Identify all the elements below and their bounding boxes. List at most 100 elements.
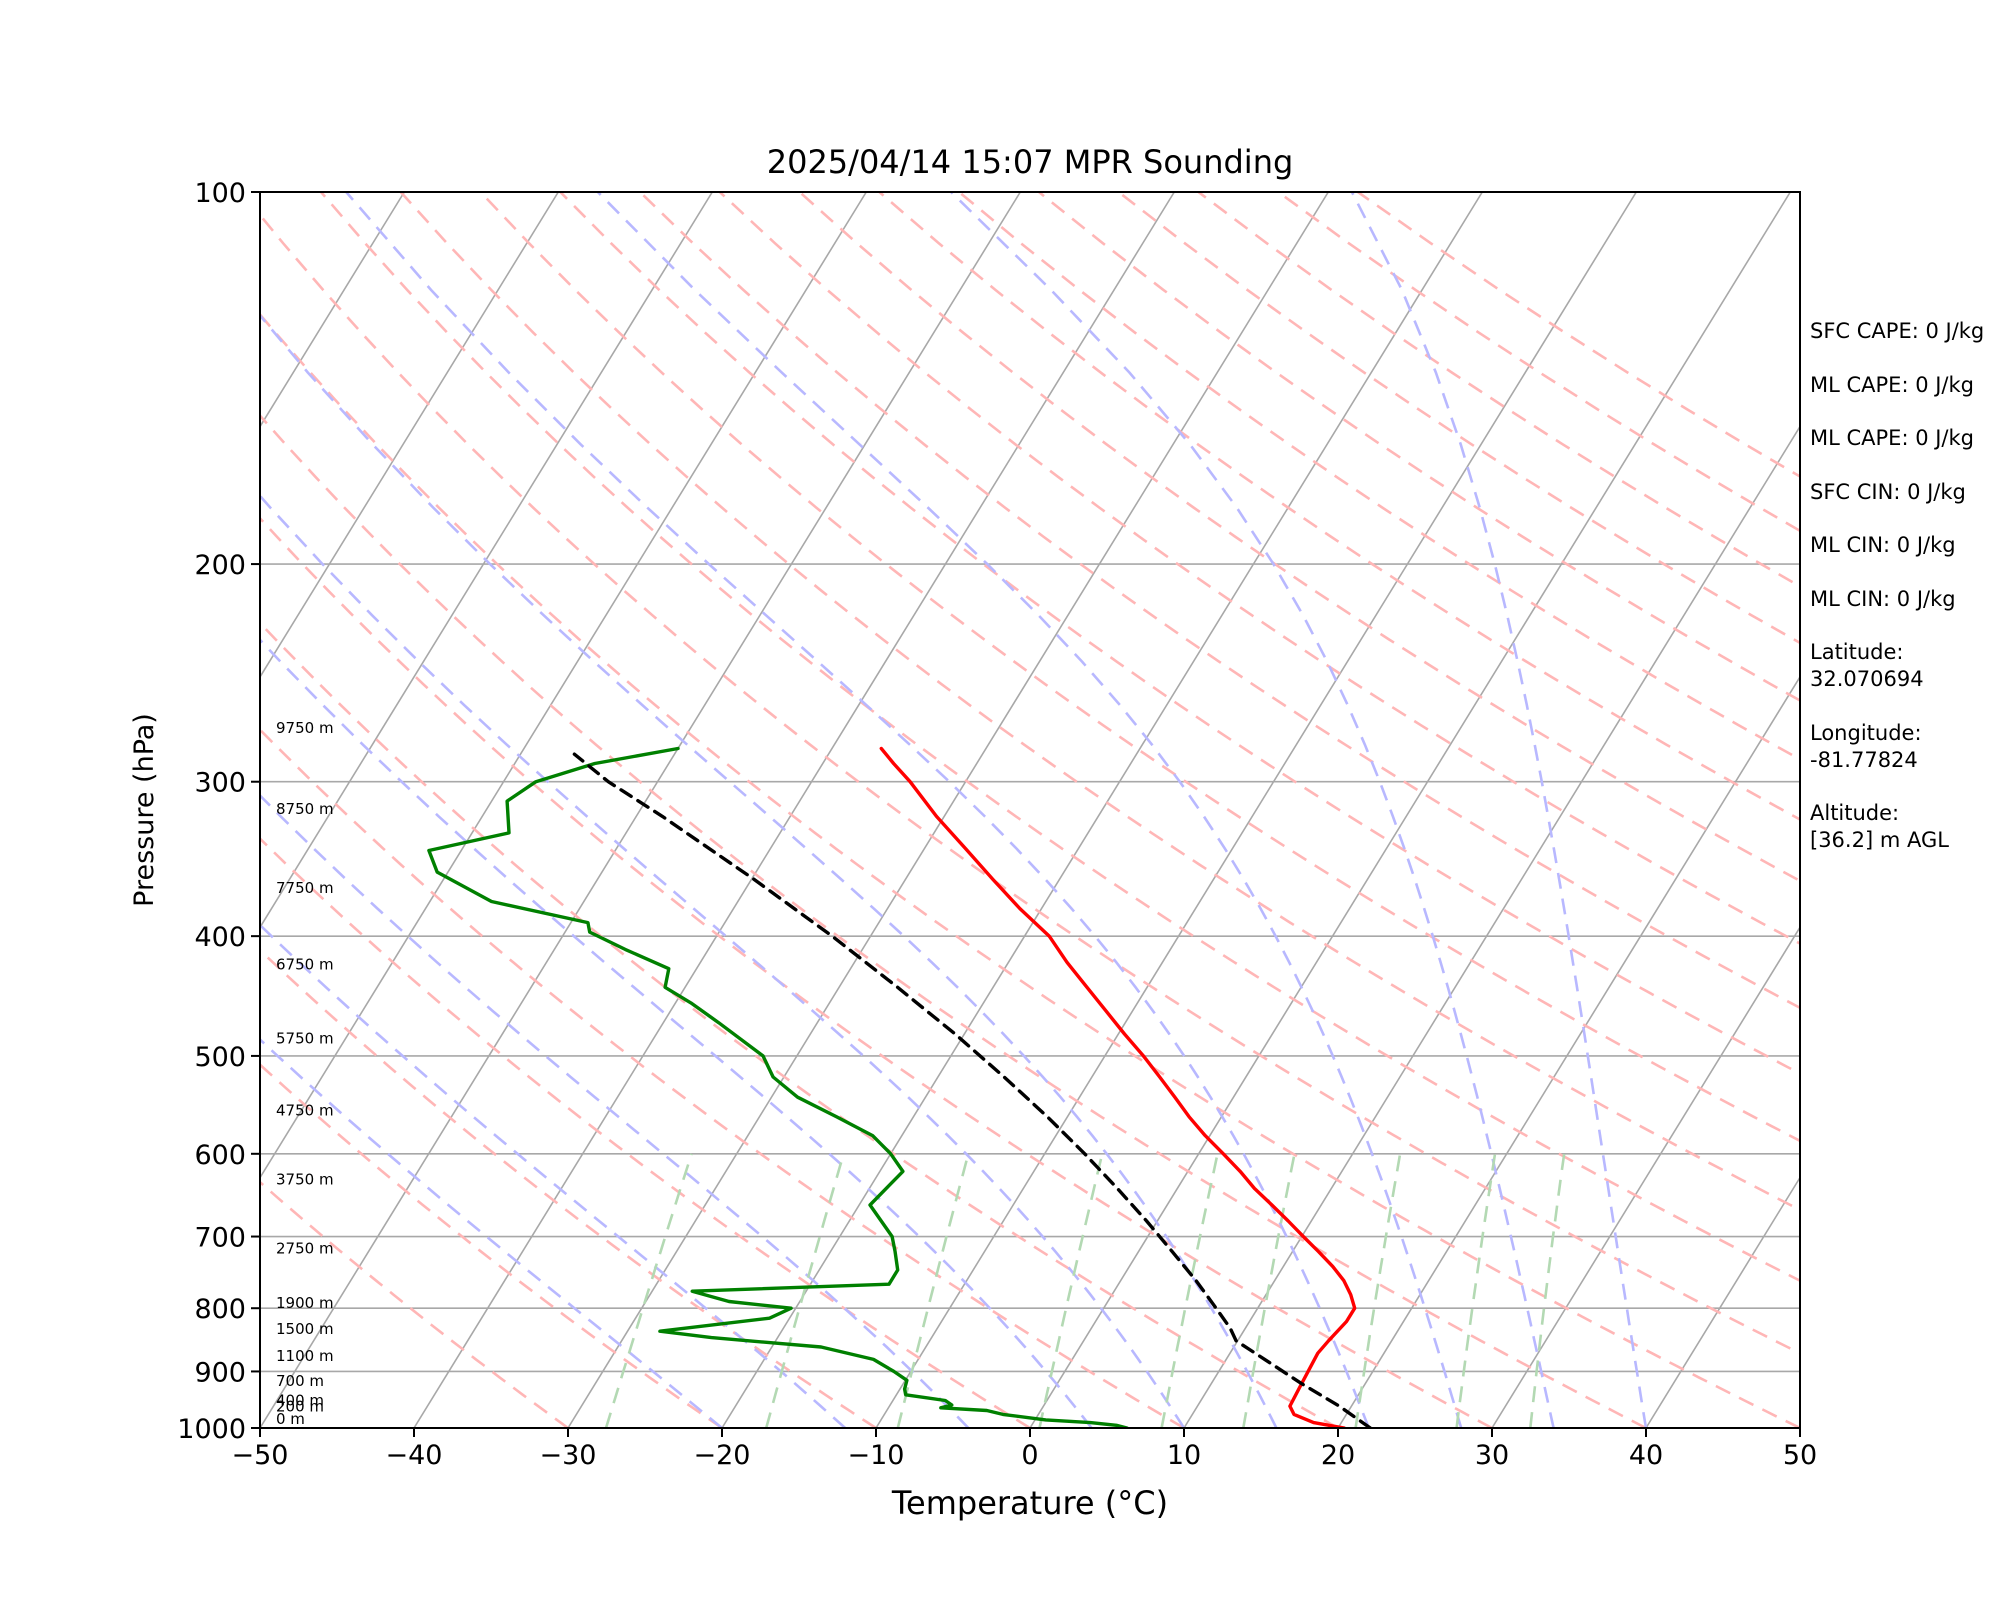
- index-ml-cape: ML CAPE: 0 J/kg: [1810, 372, 1975, 397]
- isotherm-line: [1491, 925, 1800, 1428]
- x-tick-label: −50: [232, 1440, 289, 1471]
- x-axis: −50 −40 −30 −20 −10 0 10 20 30 40 50: [232, 1428, 1817, 1471]
- y-tick-label: 1000: [177, 1414, 246, 1445]
- height-label: 3750 m: [276, 1170, 334, 1188]
- height-label: 700 m: [276, 1372, 324, 1390]
- dry-adiabat: [260, 312, 1800, 1428]
- mixing-ratio-line: [1242, 1153, 1296, 1428]
- latitude-value: 32.070694: [1810, 667, 1924, 691]
- moist-adiabat: [950, 192, 1555, 1428]
- mixing-ratio-line: [764, 1153, 845, 1428]
- moist-adiabat: [260, 637, 1093, 1428]
- temperature-profile: [879, 746, 1357, 1428]
- isotherm-line: [260, 192, 713, 929]
- isotherm-line: [260, 192, 559, 679]
- longitude-label: Longitude:: [1810, 720, 1922, 745]
- isotherm-line: [0, 192, 96, 1428]
- height-label: 200 m: [276, 1398, 324, 1416]
- y-tick-label: 600: [194, 1140, 246, 1171]
- chart-title: 2025/04/14 15:07 MPR Sounding: [767, 143, 1294, 181]
- dry-adiabat: [798, 192, 1800, 883]
- dry-adiabat: [260, 1062, 723, 1428]
- height-label: 400 m: [276, 1391, 324, 1409]
- dry-adiabat: [958, 192, 1800, 761]
- x-tick-label: 0: [1021, 1440, 1038, 1471]
- height-label: 8750 m: [276, 800, 334, 818]
- isotherm-line: [567, 192, 1329, 1428]
- x-tick-label: −20: [694, 1440, 751, 1471]
- sounding-info-panel: SFC CAPE: 0 J/kg ML CAPE: 0 J/kg ML CAPE…: [1810, 318, 2000, 881]
- dry-adiabat: [399, 192, 1800, 1212]
- parcel-profile: [572, 752, 1373, 1428]
- index-ml-cape-2: ML CAPE: 0 J/kg: [1810, 426, 1975, 450]
- longitude-block: Longitude: -81.77824: [1810, 720, 2000, 774]
- dry-adiabat: [320, 192, 1800, 1283]
- altitude-value: [36.2] m AGL: [1810, 828, 1949, 852]
- dry-adiabat: [260, 727, 1185, 1428]
- y-axis: 1000 900 800 700 600 500 400 300 200 100: [177, 178, 260, 1445]
- x-tick-label: 50: [1783, 1440, 1817, 1471]
- isotherm-line: [1029, 192, 1791, 1428]
- height-label: 9750 m: [276, 719, 334, 737]
- isotherm-line: [875, 192, 1637, 1428]
- y-tick-label: 300: [194, 768, 246, 799]
- y-tick-label: 400: [194, 922, 246, 953]
- x-tick-label: 20: [1321, 1440, 1355, 1471]
- dry-adiabat: [559, 192, 1800, 1076]
- mixing-ratio-line: [1160, 1153, 1219, 1428]
- dry-adiabat: [718, 192, 1800, 946]
- moist-adiabat: [260, 1037, 723, 1428]
- isotherm-line: [1645, 1176, 1800, 1428]
- isotherm-line: [260, 192, 405, 429]
- height-label: 1100 m: [276, 1347, 334, 1365]
- isotherm-line: [1337, 675, 1800, 1428]
- dry-adiabat: [639, 192, 1800, 1010]
- latitude-label: Latitude:: [1810, 640, 1904, 664]
- isotherm-line: [721, 192, 1483, 1428]
- moist-adiabat: [596, 192, 1463, 1428]
- x-tick-label: −10: [848, 1440, 905, 1471]
- mixing-ratio-line: [1038, 1153, 1104, 1428]
- isotherm-line: [1183, 425, 1800, 1428]
- height-label: 4750 m: [276, 1102, 334, 1120]
- altitude-block: Altitude: [36.2] m AGL: [1810, 800, 2000, 854]
- index-ml-cin-2: ML CIN: 0 J/kg: [1810, 586, 1956, 611]
- y-tick-label: 700: [194, 1223, 246, 1254]
- x-axis-label: Temperature (°C): [891, 1484, 1168, 1522]
- y-tick-label: 100: [194, 178, 246, 209]
- dry-adiabat: [260, 516, 1493, 1428]
- height-label: 0 m: [276, 1410, 305, 1428]
- mixing-ratio-line: [896, 1153, 970, 1428]
- moist-adiabat: [260, 923, 847, 1428]
- dry-adiabat: [260, 836, 1031, 1428]
- index-sfc-cin: SFC CIN: 0 J/kg: [1810, 479, 1966, 504]
- sounding-profiles: [427, 746, 1373, 1428]
- x-tick-label: −40: [386, 1440, 443, 1471]
- mixing-ratio-line: [1529, 1153, 1566, 1428]
- y-tick-label: 900: [194, 1357, 246, 1388]
- y-tick-label: 800: [194, 1294, 246, 1325]
- moist-adiabat: [260, 313, 1278, 1428]
- moist-adiabat: [1350, 192, 1648, 1428]
- height-label: 1500 m: [276, 1320, 334, 1338]
- y-tick-label: 200: [194, 550, 246, 581]
- dry-adiabat: [1038, 192, 1800, 702]
- x-tick-label: −30: [540, 1440, 597, 1471]
- index-ml-cin: ML CIN: 0 J/kg: [1810, 533, 1956, 557]
- isotherm-line: [260, 192, 1021, 1428]
- mixing-ratio-line: [1455, 1153, 1497, 1428]
- isotherm-line: [413, 192, 1175, 1428]
- dry-adiabat: [260, 212, 1800, 1355]
- y-tick-label: 500: [194, 1042, 246, 1073]
- mixing-ratio-line: [1354, 1153, 1402, 1428]
- latitude-block: Latitude: 32.070694: [1810, 639, 2000, 693]
- longitude-value: -81.77824: [1810, 747, 1918, 772]
- index-sfc-cape: SFC CAPE: 0 J/kg: [1810, 319, 1985, 343]
- moist-adiabat: [345, 192, 1371, 1428]
- dry-adiabat: [260, 1180, 569, 1428]
- height-label: 1900 m: [276, 1294, 334, 1312]
- height-label: 5750 m: [276, 1029, 334, 1047]
- x-tick-label: 40: [1629, 1440, 1663, 1471]
